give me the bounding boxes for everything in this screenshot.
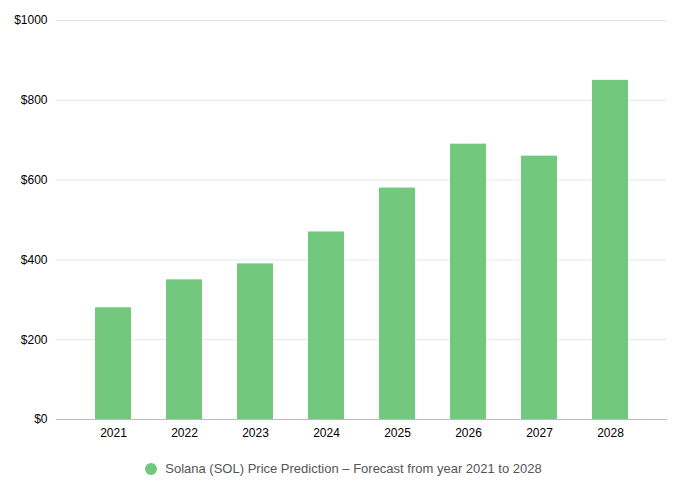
svg-text:2024: 2024: [313, 426, 340, 440]
svg-text:2021: 2021: [100, 426, 127, 440]
svg-text:2027: 2027: [526, 426, 553, 440]
svg-text:2023: 2023: [242, 426, 269, 440]
svg-text:$0: $0: [34, 412, 48, 426]
svg-text:$600: $600: [21, 173, 48, 187]
svg-text:2025: 2025: [384, 426, 411, 440]
svg-text:$1000: $1000: [14, 13, 48, 27]
html-text:Solana (SOL) Price Prediction: Solana (SOL) Price Prediction – Forecast…: [165, 461, 542, 476]
svg-text:$400: $400: [21, 253, 48, 267]
svg-text:2022: 2022: [171, 426, 198, 440]
svg-text:$800: $800: [21, 93, 48, 107]
svg-text:2028: 2028: [597, 426, 624, 440]
svg-text:2026: 2026: [455, 426, 482, 440]
svg-text:$200: $200: [21, 333, 48, 347]
